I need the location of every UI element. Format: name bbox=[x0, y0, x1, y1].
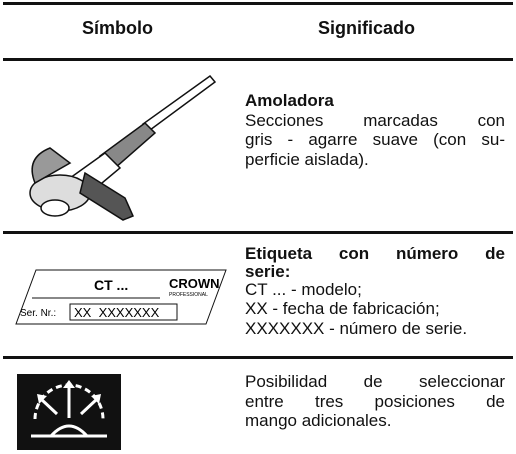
row-text: Amoladora Secciones marcadas con gris - … bbox=[245, 91, 505, 169]
header-meaning: Significado bbox=[318, 18, 416, 38]
label-brand: CROWN bbox=[169, 276, 220, 291]
row-line: XX - fecha de fabricación; bbox=[245, 299, 440, 318]
row-title: serie: bbox=[245, 261, 291, 281]
row-line: perficie aislada). bbox=[245, 149, 369, 169]
grinder-image bbox=[29, 74, 217, 221]
label-model: CT ... bbox=[94, 277, 128, 293]
label-brand-sub: PROFESSIONAL bbox=[169, 292, 208, 298]
row-line: XXXXXXX - número de serie. bbox=[245, 318, 468, 338]
row-text: Posibilidad de seleccionar entre tres po… bbox=[245, 372, 505, 431]
header-symbol: Símbolo bbox=[82, 18, 153, 38]
rule bbox=[3, 231, 513, 234]
handle-icon bbox=[17, 374, 121, 450]
rule bbox=[3, 2, 513, 5]
label-serial-label: Ser. Nr.: bbox=[20, 308, 56, 319]
row-line: gris - agarre suave (con su- bbox=[245, 130, 505, 149]
rule bbox=[3, 58, 513, 61]
label-image: CT ... CROWN PROFESSIONAL Ser. Nr.: XX X… bbox=[15, 269, 227, 325]
row-line: Posibilidad de seleccionar bbox=[245, 372, 505, 391]
row-title: Amoladora bbox=[245, 91, 334, 110]
row-line: entre tres posiciones de bbox=[245, 391, 505, 411]
row-text: Etiqueta con número de serie: CT ... - m… bbox=[245, 244, 505, 338]
rule bbox=[3, 356, 513, 359]
row-line: Secciones marcadas con bbox=[245, 110, 505, 130]
row-title: Etiqueta con número de bbox=[245, 244, 505, 263]
row-line: mango adicionales. bbox=[245, 411, 392, 430]
label-serial: XX XXXXXXX bbox=[74, 305, 160, 320]
row-line: CT ... - modelo; bbox=[245, 279, 362, 299]
